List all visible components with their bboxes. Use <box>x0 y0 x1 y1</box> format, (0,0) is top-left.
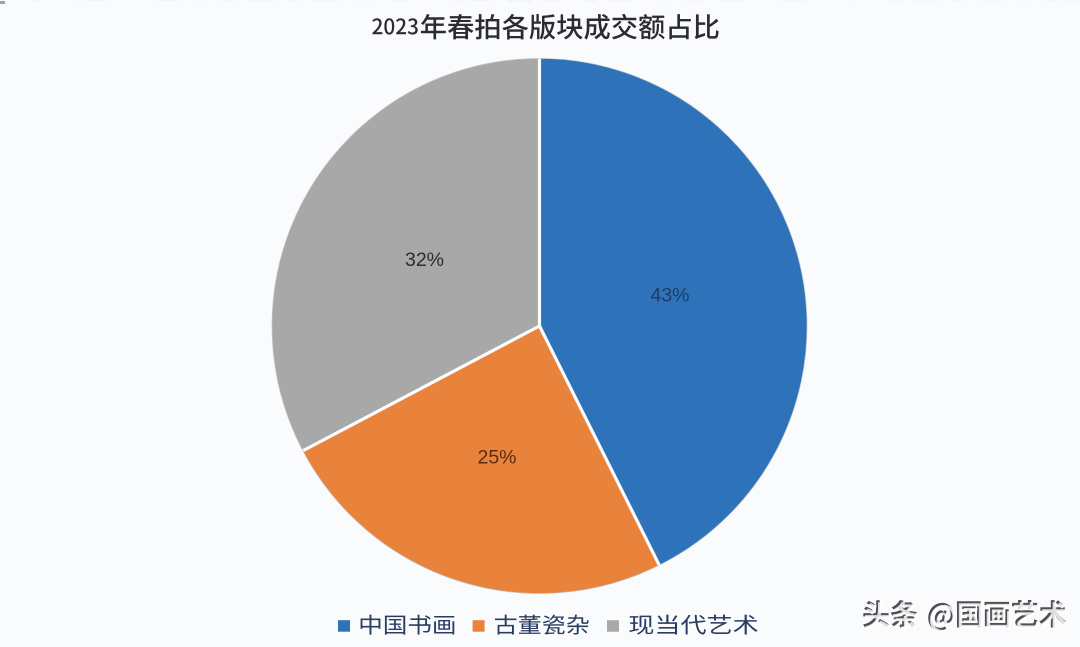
svg-text:32%: 32% <box>405 249 444 271</box>
svg-text:25%: 25% <box>477 447 516 469</box>
svg-text:43%: 43% <box>650 285 689 307</box>
